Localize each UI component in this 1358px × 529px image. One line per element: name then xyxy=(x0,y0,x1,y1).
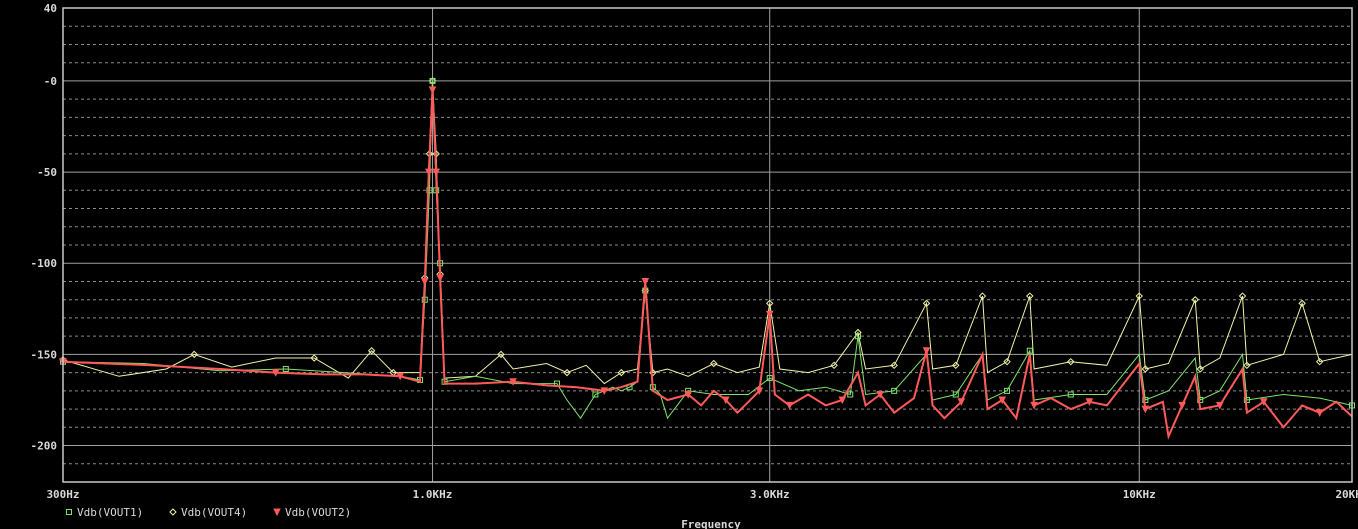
series-marker xyxy=(1004,387,1011,394)
series-marker xyxy=(169,508,177,516)
series-marker xyxy=(1191,295,1199,304)
series-marker xyxy=(755,387,764,395)
legend-entry: Vdb(VOUT4) xyxy=(181,506,247,519)
series-marker xyxy=(1197,396,1204,403)
series-marker xyxy=(420,277,429,286)
series-marker xyxy=(978,292,987,300)
series-marker xyxy=(367,347,376,355)
x-axis-title: Frequency xyxy=(681,518,741,529)
series-marker xyxy=(1135,292,1143,300)
series-marker xyxy=(766,299,774,308)
series-marker xyxy=(617,368,626,377)
series-marker xyxy=(684,390,692,399)
series-marker xyxy=(1298,299,1306,308)
series-marker xyxy=(854,328,862,337)
y-tick-label: -0 xyxy=(44,75,57,88)
plot-axes: 40 -0 -50 -100 -150 -200 300Hz 1.0KHz 3.0KHz 10KH… xyxy=(31,2,1358,501)
series-marker xyxy=(855,333,862,340)
series-marker xyxy=(641,277,650,286)
y-tick-label: -50 xyxy=(37,166,57,179)
series-marker xyxy=(1026,347,1033,354)
series-marker xyxy=(998,396,1007,405)
series-marker xyxy=(66,509,72,515)
series-marker xyxy=(563,368,571,377)
series-marker xyxy=(1243,396,1250,403)
series-marker xyxy=(1259,398,1268,406)
x-tick-label: 1.0KHz xyxy=(413,488,453,501)
series-vdb-vout2- xyxy=(59,86,1353,440)
series-marker xyxy=(1141,365,1150,373)
series-marker xyxy=(890,361,898,370)
series-marker xyxy=(922,299,931,308)
y-tick-label: -200 xyxy=(31,440,58,453)
series-marker xyxy=(721,396,730,405)
series-marker xyxy=(497,350,505,359)
series-marker xyxy=(1030,401,1038,410)
series-marker xyxy=(310,354,318,362)
x-tick-label: 10KHz xyxy=(1123,488,1156,501)
legend-entry: Vdb(VOUT1) xyxy=(77,506,143,519)
series-marker xyxy=(509,378,517,386)
series-marker xyxy=(1178,401,1186,410)
series-marker xyxy=(952,391,959,398)
series-marker xyxy=(838,396,847,405)
series-marker xyxy=(1238,292,1247,300)
series-marker xyxy=(766,375,773,382)
series-marker xyxy=(271,369,280,377)
series-marker xyxy=(1067,391,1074,398)
series-marker xyxy=(425,168,433,177)
series-marker xyxy=(847,391,854,398)
y-tick-label: -100 xyxy=(31,257,58,270)
series-marker xyxy=(957,398,966,406)
series-marker xyxy=(600,387,609,395)
y-tick-label: -150 xyxy=(31,348,58,361)
series-marker xyxy=(1003,357,1011,366)
series-marker xyxy=(428,86,437,95)
series-marker xyxy=(1315,409,1324,417)
x-tick-label: 300Hz xyxy=(46,488,79,501)
legend: Vdb(VOUT1) Vdb(VOUT4) Vdb(VOUT2) xyxy=(66,506,351,519)
series-marker xyxy=(922,347,931,355)
series-marker xyxy=(436,274,444,282)
series-marker xyxy=(876,390,885,399)
series-marker xyxy=(785,401,794,410)
series-marker xyxy=(1085,398,1094,406)
series-marker xyxy=(765,310,774,319)
series-marker xyxy=(710,359,718,368)
x-tick-label: 3.0KHz xyxy=(750,488,790,501)
series-marker xyxy=(830,361,838,370)
series-marker xyxy=(1243,361,1251,370)
series-marker xyxy=(432,168,441,177)
series-marker xyxy=(592,391,599,398)
series-layer xyxy=(59,77,1355,440)
series-marker xyxy=(891,387,898,394)
legend-entry: Vdb(VOUT2) xyxy=(285,506,351,519)
series-marker xyxy=(1141,405,1150,414)
series-marker xyxy=(1215,401,1224,410)
y-tick-label: 40 xyxy=(44,2,57,15)
series-marker xyxy=(1196,365,1204,373)
series-marker xyxy=(426,187,433,194)
series-marker xyxy=(429,77,436,84)
series-marker xyxy=(952,361,960,370)
series-marker xyxy=(396,372,405,381)
series-marker xyxy=(190,350,198,359)
x-tick-label: 20KHz xyxy=(1335,488,1358,501)
plot-frame xyxy=(62,7,1353,483)
series-marker xyxy=(1067,357,1075,366)
series-marker xyxy=(1315,357,1324,366)
series-marker xyxy=(1026,292,1034,300)
series-marker xyxy=(282,365,289,372)
series-marker xyxy=(273,508,281,517)
series-line xyxy=(62,89,1353,440)
plot-grid xyxy=(63,7,1352,483)
